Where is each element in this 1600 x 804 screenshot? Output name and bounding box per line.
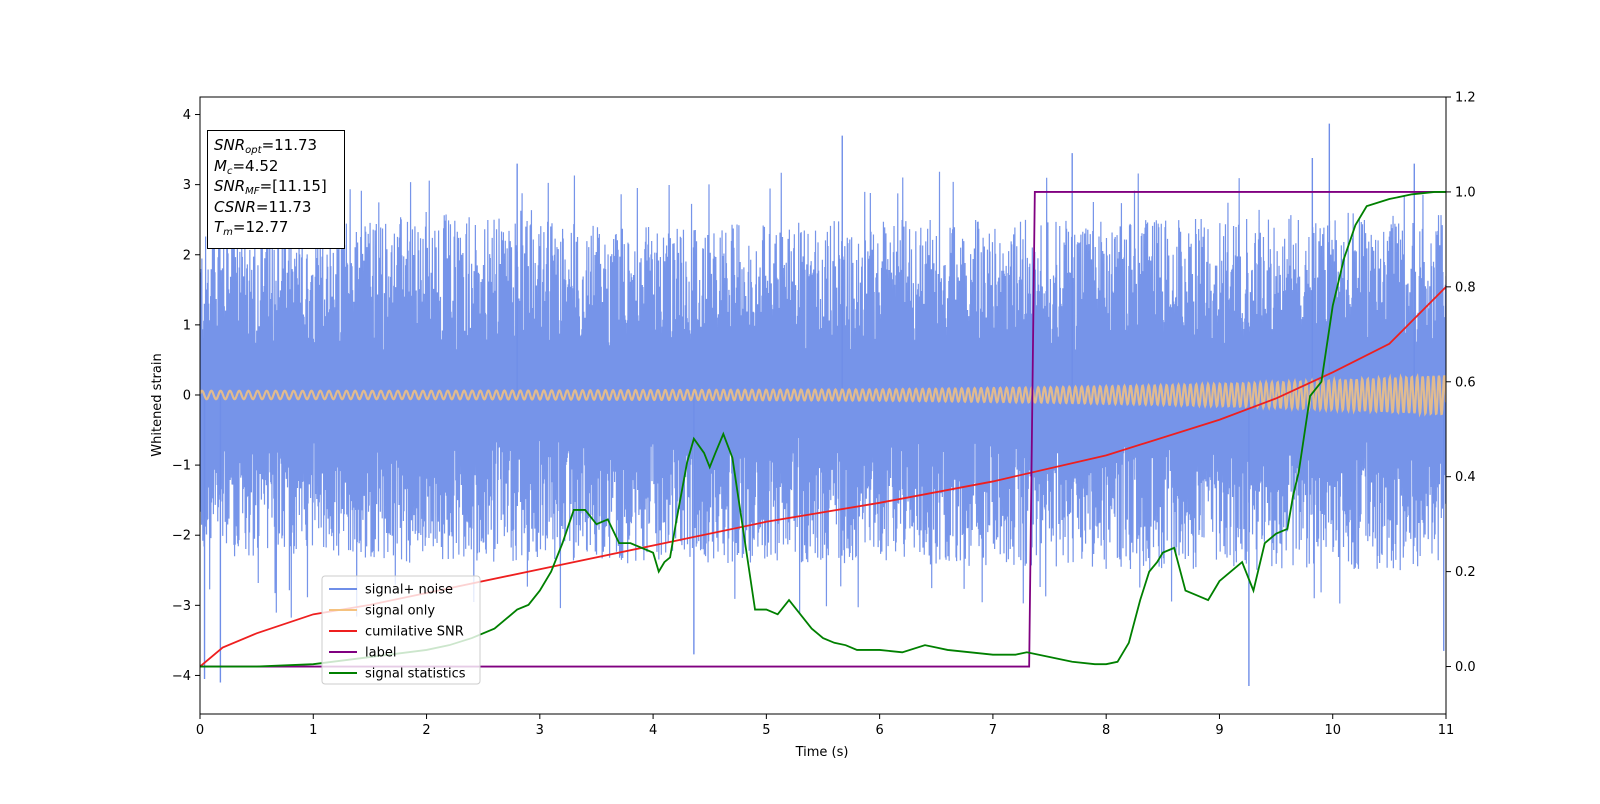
- y-tick-label: 1: [183, 318, 191, 333]
- y2-tick-label: 0.6: [1455, 375, 1476, 390]
- y-tick-label: 3: [183, 178, 191, 193]
- y2-tick-label: 0.0: [1455, 660, 1476, 675]
- y2-tick-label: 0.4: [1455, 470, 1476, 485]
- annotation-tm: Tm=12.77: [214, 218, 289, 238]
- x-tick-label: 11: [1438, 723, 1455, 738]
- y-tick-label: 4: [183, 108, 191, 123]
- legend-label: label: [365, 646, 396, 661]
- plot-area: [200, 123, 1446, 686]
- x-tick-label: 1: [309, 723, 317, 738]
- legend-box: [321, 575, 481, 685]
- annotation-csnr: CSNR=11.73: [214, 197, 312, 216]
- legend-label: signal+ noise: [365, 583, 453, 598]
- legend-label: signal only: [365, 604, 435, 619]
- y2-tick-label: 0.8: [1455, 280, 1476, 295]
- series-signal-only: [200, 373, 1446, 418]
- x-tick-label: 6: [875, 723, 883, 738]
- y-axis-label: Whitened strain: [150, 353, 165, 456]
- x-tick-label: 0: [196, 723, 204, 738]
- legend-label: signal statistics: [365, 667, 466, 682]
- x-tick-label: 5: [762, 723, 770, 738]
- series-signal-noise: [200, 171, 1446, 618]
- series-cumilative-snr: [200, 286, 1446, 668]
- y2-tick-label: 0.2: [1455, 565, 1476, 580]
- axes-border: [199, 96, 1447, 715]
- y-tick-label: 0: [183, 388, 191, 403]
- y-tick-label: 2: [183, 248, 191, 263]
- series-label: [200, 191, 1446, 668]
- axes-frame: [199, 96, 1447, 715]
- x-tick-label: 10: [1324, 723, 1341, 738]
- x-tick-label: 8: [1102, 723, 1110, 738]
- y2-tick-label: 1.2: [1455, 91, 1476, 106]
- annotation-box: SNRopt=11.73 Mc=4.52 SNRMF=[11.15] CSNR=…: [207, 130, 345, 249]
- annotation-snr-opt: SNRopt=11.73: [214, 136, 318, 156]
- x-axis-label: Time (s): [795, 745, 849, 760]
- annotation-mc: Mc=4.52: [214, 156, 279, 177]
- series-signal-statistics: [200, 191, 1446, 668]
- x-tick-label: 3: [536, 723, 544, 738]
- x-tick-label: 4: [649, 723, 657, 738]
- y-tick-label: −1: [172, 459, 191, 474]
- x-tick-label: 2: [422, 723, 430, 738]
- x-tick-label: 7: [989, 723, 997, 738]
- y-tick-label: −3: [172, 599, 191, 614]
- y2-tick-label: 1.0: [1455, 185, 1476, 200]
- x-tick-label: 9: [1215, 723, 1223, 738]
- annotation-snr-mf: SNRMF=[11.15]: [214, 177, 327, 197]
- y-tick-label: −4: [172, 669, 191, 684]
- legend-label: cumilative SNR: [365, 625, 464, 640]
- y-tick-label: −2: [172, 529, 191, 544]
- legend: signal+ noise signal only cumilative SNR la…: [321, 575, 481, 685]
- axis-ticks: 0 1 2 3 4 5 6 7 8 9 10 11 −4 −3 −2 −1 0 1 2 3 4 0.0 0.2 0.4 0.6 0…: [172, 91, 1476, 739]
